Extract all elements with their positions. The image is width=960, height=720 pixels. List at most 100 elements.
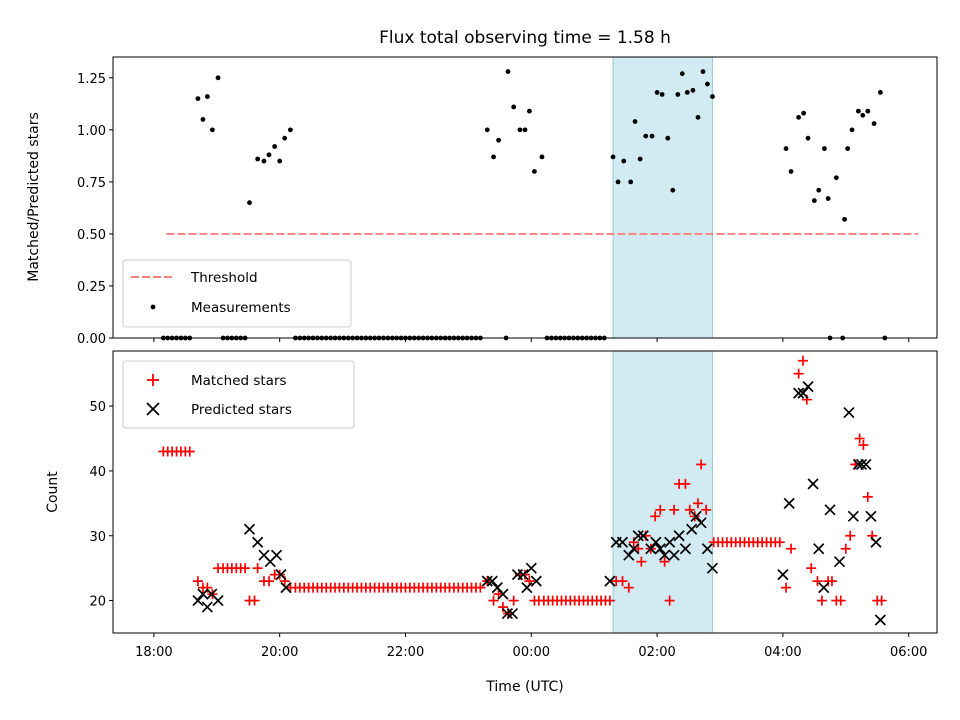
predicted-star-point bbox=[201, 601, 213, 613]
matched-star-point bbox=[497, 602, 508, 613]
predicted-star-point bbox=[701, 543, 714, 555]
measurement-point bbox=[679, 71, 685, 77]
predicted-star-point bbox=[243, 523, 256, 535]
matched-star-point bbox=[274, 569, 285, 580]
matched-star-point bbox=[786, 543, 797, 554]
measurement-point bbox=[255, 156, 261, 162]
legend-label-predicted: Predicted stars bbox=[191, 402, 292, 418]
matched-star-point bbox=[798, 355, 809, 366]
ratio-y-axis-label: Matched/Predicted stars bbox=[26, 112, 42, 282]
predicted-star-point bbox=[645, 543, 657, 555]
matched-star-point bbox=[845, 530, 856, 541]
count-plot-frame bbox=[112, 350, 938, 634]
measurement-point bbox=[710, 94, 715, 99]
x-axis-label: Time (UTC) bbox=[485, 679, 563, 695]
predicted-star-point bbox=[659, 549, 671, 561]
measurement-point bbox=[637, 156, 643, 162]
matched-star-point bbox=[249, 595, 260, 606]
measurement-point bbox=[845, 146, 851, 151]
measurement-point bbox=[615, 179, 621, 185]
matched-star-point bbox=[520, 569, 530, 580]
legend-swatch-matched bbox=[147, 374, 159, 386]
matched-star-point bbox=[655, 504, 666, 515]
predicted-star-point bbox=[824, 504, 836, 516]
y-tick-label: 0.50 bbox=[77, 228, 106, 243]
x-tick-label: 02:00 bbox=[638, 645, 675, 660]
matched-star-point bbox=[623, 582, 634, 593]
predicted-star-point bbox=[855, 458, 868, 471]
predicted-star-point bbox=[530, 575, 542, 587]
matched-star-point bbox=[604, 595, 615, 606]
measurement-point bbox=[204, 94, 210, 99]
count-y-axis-label: Count bbox=[45, 471, 61, 513]
y-tick-label: 1.25 bbox=[77, 72, 106, 87]
ratio-x-ticks bbox=[153, 338, 910, 342]
predicted-star-point bbox=[793, 387, 805, 399]
measurement-point bbox=[842, 216, 847, 222]
ratio-legend: Threshold Measurements bbox=[122, 259, 352, 328]
predicted-star-point bbox=[777, 569, 789, 581]
measurement-point bbox=[659, 92, 665, 97]
measurement-point bbox=[527, 108, 532, 114]
legend-label-threshold: Threshold bbox=[190, 270, 258, 286]
measurement-point bbox=[805, 135, 811, 141]
y-tick-label: 0.75 bbox=[77, 176, 106, 191]
predicted-star-point bbox=[275, 569, 287, 581]
predicted-star-point bbox=[497, 588, 509, 600]
measurement-point bbox=[822, 146, 827, 151]
ratio-y-axis: 0.00 0.25 0.50 0.75 1.00 1.25 bbox=[77, 72, 113, 347]
matched-star-point bbox=[664, 595, 675, 606]
measurement-point bbox=[649, 133, 655, 139]
measurement-point bbox=[860, 112, 866, 118]
predicted-star-point bbox=[632, 530, 644, 542]
measurement-point bbox=[695, 114, 701, 120]
measurement-point bbox=[654, 89, 660, 95]
predicted-star-point bbox=[481, 575, 493, 587]
predicted-star-point bbox=[813, 543, 825, 555]
predicted-star-point bbox=[650, 536, 662, 548]
matched-star-point bbox=[806, 563, 817, 574]
measurement-point bbox=[871, 121, 877, 127]
x-tick-label: 20:00 bbox=[261, 645, 298, 660]
measurement-point bbox=[796, 114, 802, 120]
matched-star-point bbox=[876, 595, 887, 606]
matched-star-point bbox=[812, 576, 823, 587]
measurement-point bbox=[272, 144, 278, 149]
predicted-star-point bbox=[654, 543, 666, 555]
predicted-star-point bbox=[847, 510, 859, 522]
predicted-star-point bbox=[690, 510, 702, 522]
matched-star-point bbox=[628, 537, 639, 548]
matched-star-point bbox=[252, 563, 263, 574]
measurement-point bbox=[788, 169, 794, 174]
predicted-star-point bbox=[706, 562, 719, 574]
x-tick-label: 18:00 bbox=[135, 645, 172, 660]
y-tick-label: 40 bbox=[89, 465, 106, 480]
measurement-point bbox=[643, 133, 649, 139]
measurement-point bbox=[811, 198, 817, 204]
measurement-point bbox=[539, 154, 545, 160]
y-tick-label: 0.25 bbox=[77, 280, 106, 295]
predicted-star-point bbox=[679, 543, 691, 555]
measurement-point bbox=[517, 127, 523, 133]
measurement-point bbox=[195, 96, 201, 102]
predicted-star-point bbox=[521, 582, 533, 594]
measurement-point bbox=[865, 108, 871, 114]
matched-star-point bbox=[508, 595, 519, 606]
measurement-point bbox=[628, 179, 634, 185]
matched-star-point bbox=[475, 582, 486, 593]
measurement-point bbox=[200, 117, 206, 122]
predicted-star-point bbox=[270, 549, 283, 561]
measurement-point bbox=[675, 92, 681, 97]
matched-star-point bbox=[692, 498, 703, 509]
count-panel: 20 30 40 50 18:00 20:00 22:00 00:00 02:00 04:00 0… bbox=[45, 350, 938, 695]
matched-star-point bbox=[184, 446, 195, 457]
matched-star-point bbox=[701, 504, 712, 515]
predicted-star-point bbox=[874, 614, 886, 626]
predicted-star-point bbox=[833, 556, 846, 568]
predicted-star-point bbox=[486, 575, 498, 587]
y-tick-label: 1.00 bbox=[77, 124, 106, 139]
predicted-star-point bbox=[192, 594, 204, 607]
measurement-point bbox=[610, 154, 616, 160]
predicted-star-point bbox=[865, 510, 877, 522]
predicted-star-point bbox=[252, 536, 264, 548]
